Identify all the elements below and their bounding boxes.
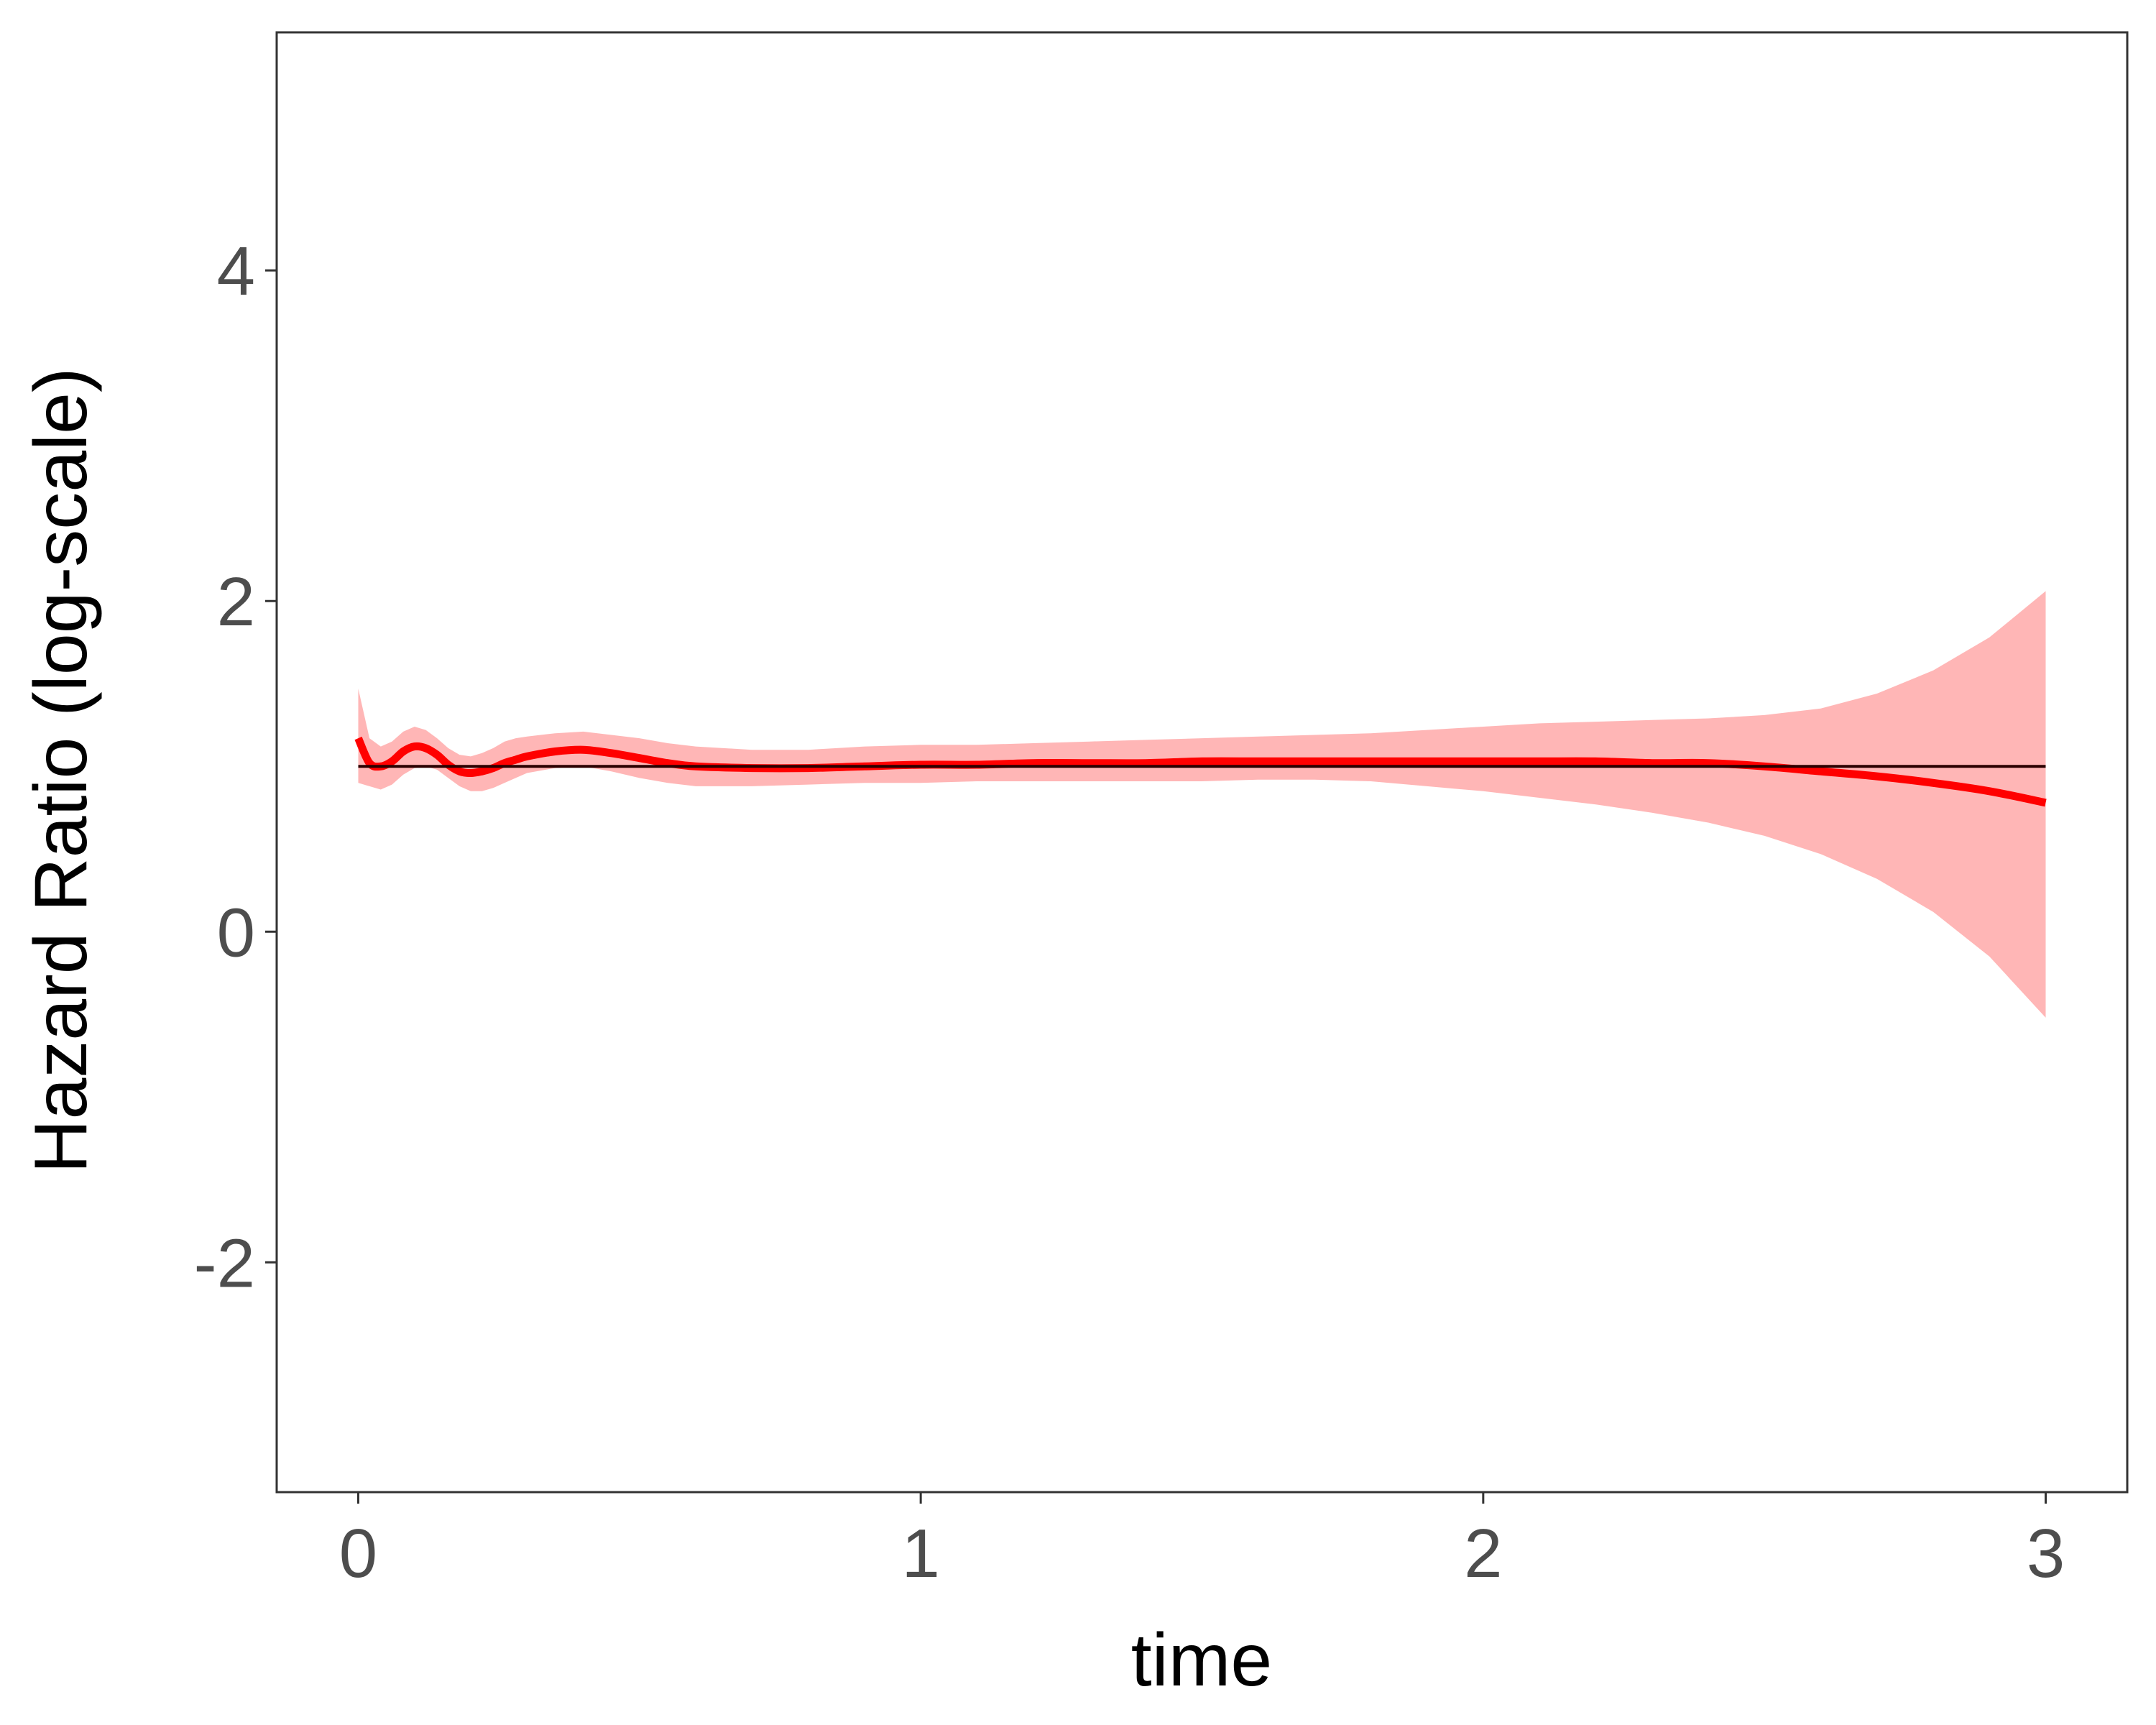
y-axis-title: Hazard Ratio (log-scale) [19, 367, 103, 1173]
x-axis-title: time [1131, 1619, 1272, 1702]
x-tick-label: 3 [2027, 1515, 2065, 1592]
y-tick-label: 0 [217, 894, 255, 971]
y-tick-label: 2 [217, 564, 255, 640]
x-tick-label: 0 [339, 1515, 377, 1592]
y-tick-label: -2 [194, 1225, 255, 1302]
axes: -2 0 2 4 0 1 2 3 [194, 31, 2129, 1592]
x-tick-label: 2 [1464, 1515, 1502, 1592]
x-tick-label: 1 [901, 1515, 939, 1592]
panel-border [275, 31, 2129, 1494]
y-tick-label: 4 [217, 233, 255, 310]
plot-area [354, 591, 2047, 1018]
confidence-band [358, 591, 2046, 1018]
